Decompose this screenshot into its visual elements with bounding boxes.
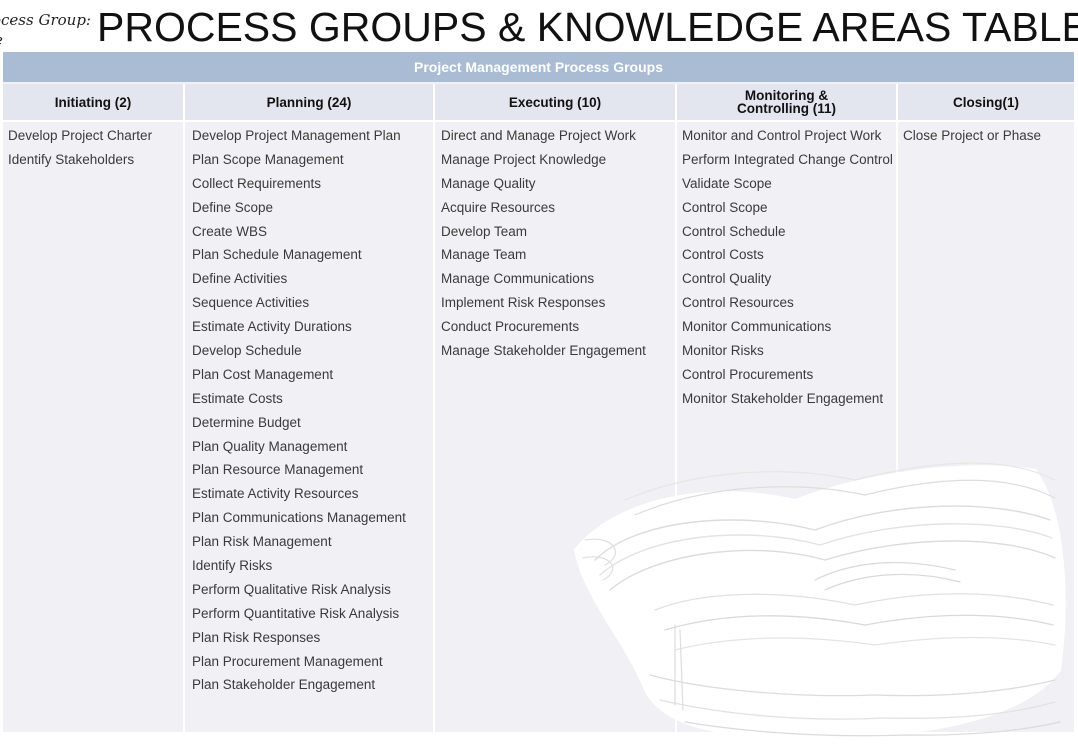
column-closing: Closing(1) Close Project or Phase [896, 84, 1074, 732]
list-item: Validate Scope [682, 175, 772, 191]
table-banner: Project Management Process Groups [3, 52, 1074, 82]
column-monitoring-controlling: Monitoring & Controlling (11) Monitor an… [675, 84, 896, 732]
column-header-closing: Closing(1) [898, 84, 1074, 122]
list-item: Manage Team [441, 247, 527, 263]
list-item: Monitor Stakeholder Engagement [682, 390, 884, 406]
list-item: Monitor Risks [682, 343, 764, 359]
list-item: Control Schedule [682, 223, 786, 239]
list-item: Create WBS [192, 223, 268, 239]
page-title: PROCESS GROUPS & KNOWLEDGE AREAS TABLE [97, 4, 1078, 50]
list-item: Conduct Procurements [441, 319, 580, 335]
list-item: Close Project or Phase [903, 128, 1042, 143]
column-initiating: Initiating (2) Develop Project Charter Id… [3, 84, 183, 732]
list-item: Plan Procurement Management [192, 653, 383, 669]
list-item: Develop Schedule [192, 343, 302, 359]
corner-label: ocess Group: e [0, 10, 90, 50]
column-planning: Planning (24) Develop Project Management… [183, 84, 433, 732]
list-item: Plan Cost Management [192, 366, 334, 382]
column-header-line2: Controlling (11) [737, 101, 836, 116]
list-item: Perform Integrated Change Control [682, 151, 893, 167]
column-header-executing: Executing (10) [435, 84, 675, 122]
list-item: Plan Quality Management [192, 438, 348, 454]
corner-label-line1: ocess Group: [0, 11, 90, 29]
list-item: Plan Risk Responses [192, 629, 321, 645]
list-item: Plan Schedule Management [192, 247, 362, 263]
list-item: Estimate Activity Durations [192, 319, 352, 335]
list-item: Control Scope [682, 199, 768, 215]
list-item: Control Resources [682, 295, 794, 311]
list-item: Perform Quantitative Risk Analysis [192, 605, 400, 621]
list-item: Manage Communications [441, 271, 595, 287]
list-item: Manage Project Knowledge [441, 151, 607, 167]
column-header-initiating: Initiating (2) [3, 84, 183, 122]
list-item: Control Quality [682, 271, 772, 287]
list-item: Develop Project Charter [8, 128, 153, 143]
list-item: Define Scope [192, 199, 274, 215]
list-item: Control Procurements [682, 366, 814, 382]
list-item: Identify Stakeholders [8, 151, 135, 167]
list-item: Implement Risk Responses [441, 295, 606, 311]
list-item: Plan Resource Management [192, 462, 364, 478]
list-item: Develop Team [441, 223, 528, 239]
column-header-line1: Monitoring & [744, 88, 829, 103]
list-item: Plan Scope Management [192, 151, 344, 167]
list-item: Monitor Communications [682, 319, 832, 335]
column-body-monitoring-controlling: Monitor and Control Project Work Perform … [677, 122, 896, 732]
column-body-executing: Direct and Manage Project Work Manage Pro… [435, 122, 675, 732]
list-item: Identify Risks [192, 558, 273, 574]
list-item: Plan Communications Management [192, 510, 406, 526]
column-body-initiating: Develop Project Charter Identify Stakehol… [3, 122, 183, 732]
list-item: Acquire Resources [441, 199, 556, 215]
column-header-monitoring-controlling: Monitoring & Controlling (11) [677, 84, 896, 122]
column-body-planning: Develop Project Management Plan Plan Scop… [185, 122, 433, 732]
list-item: Define Activities [192, 271, 288, 287]
list-item: Direct and Manage Project Work [441, 128, 636, 143]
corner-label-line2: e [0, 30, 90, 50]
list-item: Estimate Costs [192, 390, 283, 406]
column-body-closing: Close Project or Phase [898, 122, 1074, 732]
list-item: Develop Project Management Plan [192, 128, 401, 143]
list-item: Manage Stakeholder Engagement [441, 343, 646, 359]
list-item: Sequence Activities [192, 295, 310, 311]
process-groups-table: Project Management Process Groups Initia… [3, 52, 1074, 732]
column-executing: Executing (10) Direct and Manage Project… [433, 84, 675, 732]
table-columns: Initiating (2) Develop Project Charter Id… [3, 84, 1074, 732]
list-item: Perform Qualitative Risk Analysis [192, 581, 391, 597]
list-item: Estimate Activity Resources [192, 486, 359, 502]
list-item: Monitor and Control Project Work [682, 128, 882, 143]
list-item: Plan Risk Management [192, 534, 332, 550]
list-item: Control Costs [682, 247, 764, 263]
list-item: Collect Requirements [192, 175, 322, 191]
list-item: Determine Budget [192, 414, 301, 430]
list-item: Plan Stakeholder Engagement [192, 677, 376, 693]
column-header-planning: Planning (24) [185, 84, 433, 122]
list-item: Manage Quality [441, 175, 536, 191]
